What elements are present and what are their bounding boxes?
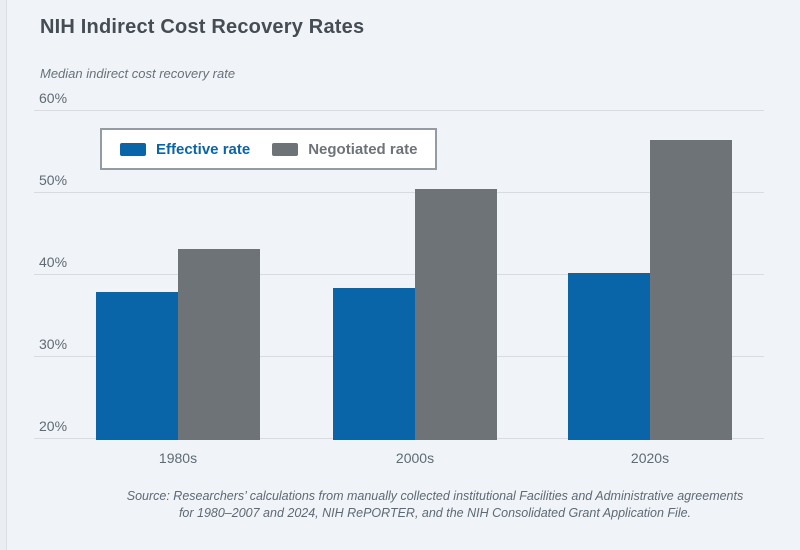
- y-axis-tick-label: 50%: [39, 172, 68, 188]
- negotiated-rate-swatch-icon: [272, 142, 299, 156]
- bar-effective-rate-1980s: [96, 292, 178, 440]
- y-axis-tick-label: 20%: [39, 418, 68, 434]
- y-gridline: [34, 274, 764, 275]
- y-axis-tick-label: 40%: [39, 254, 68, 270]
- bar-effective-rate-2020s: [568, 273, 650, 440]
- x-axis-label-1980s: 1980s: [158, 450, 198, 466]
- y-gridline: [34, 192, 764, 193]
- x-axis-label-2000s: 2000s: [395, 450, 435, 466]
- chart-title: NIH Indirect Cost Recovery Rates: [40, 16, 365, 38]
- bar-negotiated-rate-1980s: [178, 249, 260, 440]
- legend: Effective rate Negotiated rate: [100, 128, 438, 170]
- y-axis-title: Median indirect cost recovery rate: [40, 66, 236, 81]
- y-axis-tick-label: 60%: [39, 90, 68, 106]
- effective-rate-swatch-icon: [120, 142, 146, 156]
- page-edge-strip: [0, 0, 7, 550]
- source-note: Source: Researchers’ calculations from m…: [70, 488, 800, 522]
- bar-negotiated-rate-2020s: [650, 140, 732, 440]
- legend-item-effective-rate: Effective rate: [120, 141, 250, 158]
- legend-item-negotiated-rate: Negotiated rate: [272, 141, 417, 158]
- bar-effective-rate-2000s: [333, 288, 415, 440]
- x-axis-label-2020s: 2020s: [630, 450, 670, 466]
- bar-negotiated-rate-2000s: [415, 189, 497, 440]
- y-gridline: [34, 110, 764, 111]
- source-note-line-2: for 1980–2007 and 2024, NIH RePORTER, an…: [178, 506, 692, 520]
- legend-label-effective-rate: Effective rate: [156, 140, 251, 158]
- y-axis-tick-label: 30%: [39, 336, 68, 352]
- source-note-line-1: Source: Researchers’ calculations from m…: [126, 489, 744, 503]
- legend-label-negotiated-rate: Negotiated rate: [308, 140, 418, 158]
